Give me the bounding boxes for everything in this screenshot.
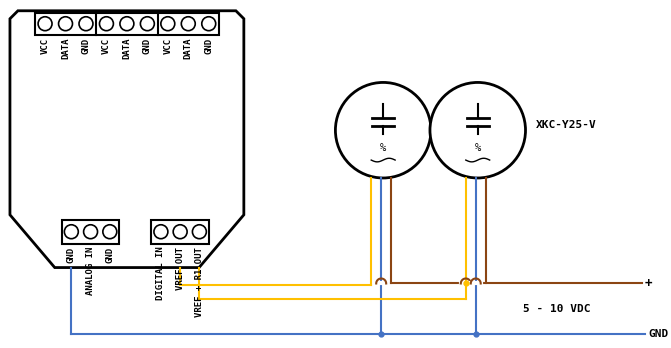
Circle shape: [64, 225, 79, 239]
Text: DATA: DATA: [184, 38, 193, 59]
Circle shape: [202, 17, 215, 31]
Polygon shape: [10, 11, 244, 268]
Circle shape: [120, 17, 134, 31]
Circle shape: [84, 225, 97, 239]
Text: GND: GND: [67, 247, 76, 263]
Circle shape: [79, 17, 93, 31]
Text: DATA: DATA: [122, 38, 132, 59]
Circle shape: [103, 225, 117, 239]
Text: DIGITAL IN: DIGITAL IN: [156, 247, 166, 300]
Circle shape: [336, 82, 431, 178]
Text: GND: GND: [105, 247, 114, 263]
Circle shape: [181, 17, 195, 31]
Circle shape: [38, 17, 52, 31]
Text: XKC-Y25-V: XKC-Y25-V: [535, 120, 597, 130]
Text: GND: GND: [143, 38, 152, 54]
Circle shape: [140, 17, 154, 31]
Circle shape: [58, 17, 72, 31]
Text: DATA: DATA: [61, 38, 70, 59]
Text: GND: GND: [81, 38, 91, 54]
Text: %: %: [474, 143, 481, 153]
Text: GND: GND: [204, 38, 213, 54]
Text: VCC: VCC: [163, 38, 172, 54]
Text: VREF + R1 OUT: VREF + R1 OUT: [195, 247, 204, 317]
Text: +: +: [645, 277, 652, 290]
Bar: [62, 220, 119, 244]
Bar: [35, 13, 219, 35]
Circle shape: [154, 225, 168, 239]
Text: VREF OUT: VREF OUT: [176, 247, 185, 290]
Text: GND: GND: [648, 329, 668, 339]
Circle shape: [173, 225, 187, 239]
Text: VCC: VCC: [40, 38, 50, 54]
Circle shape: [193, 225, 207, 239]
Text: 5 - 10 VDC: 5 - 10 VDC: [523, 304, 590, 314]
Text: %: %: [380, 143, 386, 153]
Circle shape: [430, 82, 525, 178]
Bar: [151, 220, 209, 244]
Circle shape: [99, 17, 113, 31]
Text: VCC: VCC: [102, 38, 111, 54]
Text: ANALOG IN: ANALOG IN: [86, 247, 95, 295]
Circle shape: [161, 17, 174, 31]
